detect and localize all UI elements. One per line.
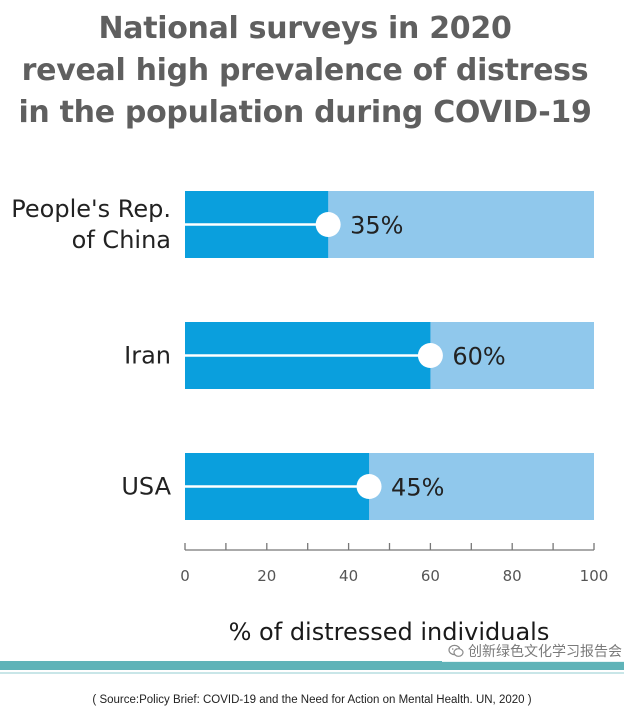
wechat-icon [448,644,464,657]
data-label: 60% [452,343,505,371]
watermark-text: 创新绿色文化学习报告会 [468,643,622,659]
x-tick-label: 60 [421,567,440,585]
title-line-2: reveal high prevalence of distress [21,53,589,88]
title-line-3: in the population during COVID-19 [18,95,592,130]
title-line-1: National surveys in 2020 [98,11,512,46]
watermark: 创新绿色文化学习报告会 [442,640,624,662]
x-tick-label: 0 [180,567,190,585]
bar-marker [417,343,443,368]
bar-marker [356,474,382,499]
data-label: 45% [391,474,444,502]
footer-band [0,661,624,670]
data-label: 35% [350,212,403,240]
category-label: USA [121,473,171,501]
category-label: People's Rep. [11,195,171,223]
x-tick-label: 80 [503,567,522,585]
bar-marker [315,212,341,237]
chart-title: National surveys in 2020 reveal high pre… [0,8,610,134]
category-label: of China [72,226,171,254]
x-tick-label: 100 [580,567,609,585]
footer-band-thin [0,672,624,674]
bar-chart: 35% People's Rep. of China 60% Iran 45% USA 0 20… [11,191,609,585]
x-tick-label: 40 [339,567,358,585]
x-tick-label: 20 [257,567,276,585]
source-note: ( Source:Policy Brief: COVID-19 and the … [92,694,532,706]
category-label: Iran [124,342,171,370]
